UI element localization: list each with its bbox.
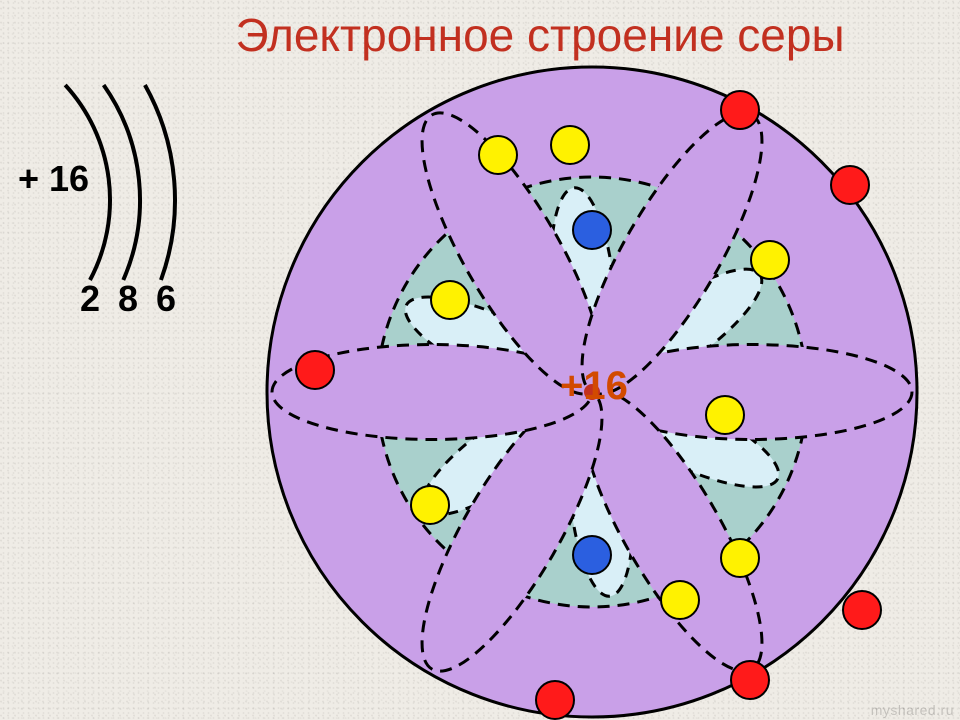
electron-middle bbox=[706, 396, 744, 434]
electron-inner bbox=[573, 536, 611, 574]
electron-middle bbox=[431, 281, 469, 319]
electron-outer bbox=[731, 661, 769, 699]
electron-outer bbox=[296, 351, 334, 389]
nucleus-charge-label: +16 bbox=[560, 364, 628, 409]
watermark: myshared.ru bbox=[871, 702, 954, 718]
atom-diagram bbox=[0, 0, 960, 720]
electron-middle bbox=[479, 136, 517, 174]
electron-outer bbox=[536, 681, 574, 719]
electron-outer bbox=[831, 166, 869, 204]
electron-middle bbox=[661, 581, 699, 619]
electron-middle bbox=[411, 486, 449, 524]
electron-outer bbox=[843, 591, 881, 629]
electron-middle bbox=[551, 126, 589, 164]
electron-outer bbox=[721, 91, 759, 129]
electron-middle bbox=[751, 241, 789, 279]
electron-middle bbox=[721, 539, 759, 577]
electron-inner bbox=[573, 211, 611, 249]
